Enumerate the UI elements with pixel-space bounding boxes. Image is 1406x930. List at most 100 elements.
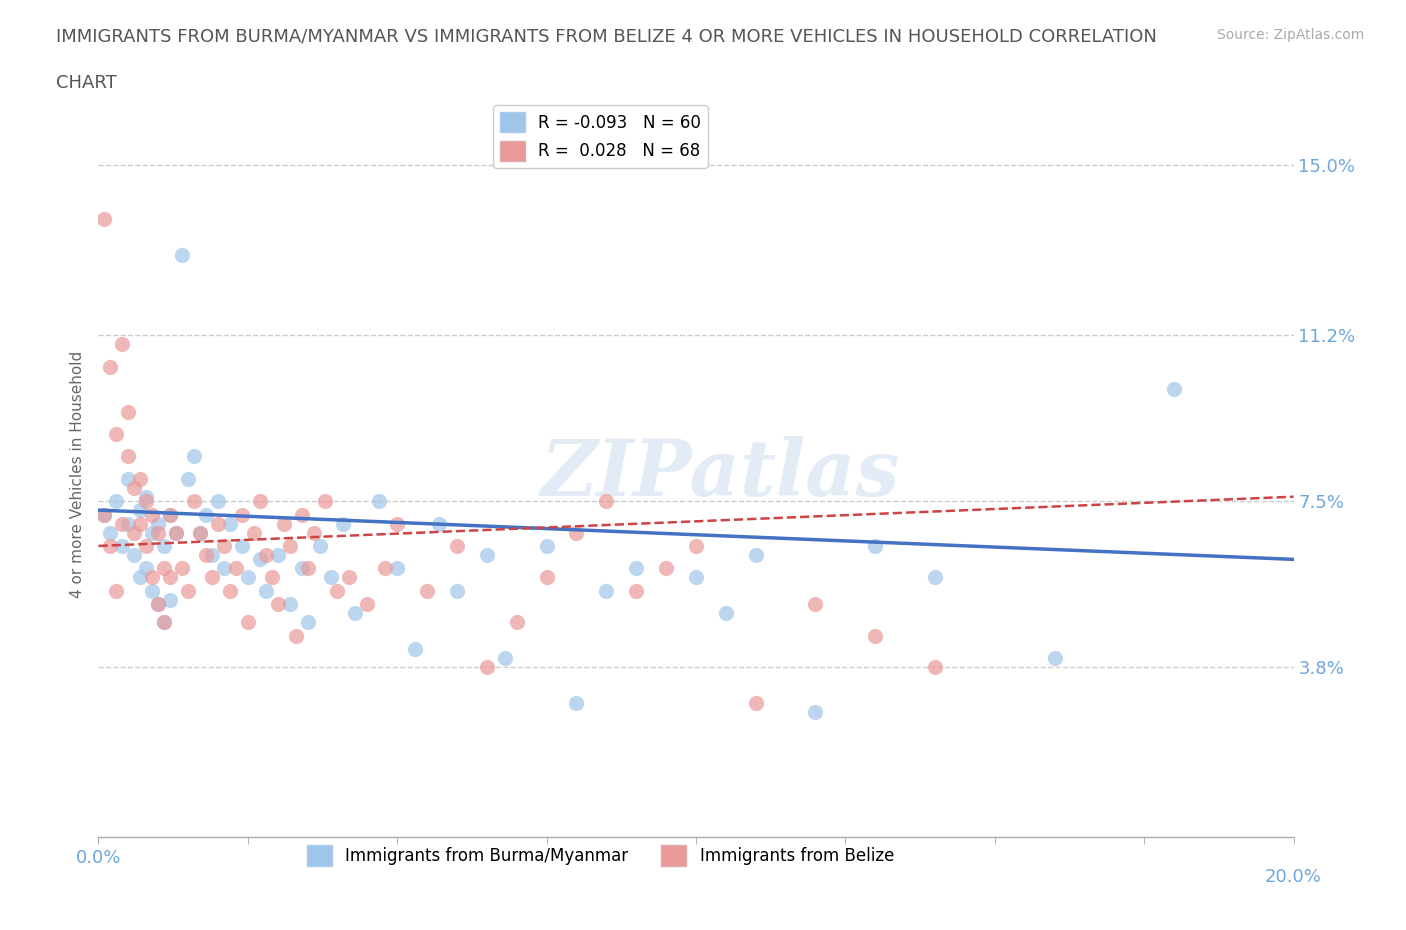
Point xyxy=(159,507,181,522)
Point xyxy=(278,597,301,612)
Point xyxy=(427,516,450,531)
Point xyxy=(685,538,707,553)
Point xyxy=(321,570,343,585)
Point xyxy=(536,570,558,585)
Point xyxy=(595,494,617,509)
Point xyxy=(385,561,409,576)
Point xyxy=(159,570,181,585)
Point xyxy=(273,516,295,531)
Point xyxy=(344,605,367,620)
Point xyxy=(105,583,128,598)
Point xyxy=(111,516,134,531)
Point xyxy=(404,642,426,657)
Point xyxy=(368,494,391,509)
Legend: Immigrants from Burma/Myanmar, Immigrants from Belize: Immigrants from Burma/Myanmar, Immigrant… xyxy=(299,839,901,872)
Point xyxy=(865,628,887,643)
Point xyxy=(207,494,229,509)
Point xyxy=(626,583,648,598)
Point xyxy=(339,570,361,585)
Point xyxy=(98,359,122,374)
Point xyxy=(129,472,152,486)
Point xyxy=(153,615,176,630)
Point xyxy=(745,696,768,711)
Point xyxy=(141,507,163,522)
Text: IMMIGRANTS FROM BURMA/MYANMAR VS IMMIGRANTS FROM BELIZE 4 OR MORE VEHICLES IN HO: IMMIGRANTS FROM BURMA/MYANMAR VS IMMIGRA… xyxy=(56,28,1157,46)
Point xyxy=(148,597,170,612)
Point xyxy=(231,538,253,553)
Point xyxy=(595,583,617,598)
Point xyxy=(374,561,396,576)
Point xyxy=(207,516,229,531)
Point xyxy=(254,548,277,563)
Point xyxy=(111,538,134,553)
Point xyxy=(153,561,176,576)
Point xyxy=(416,583,439,598)
Point xyxy=(124,480,146,495)
Point xyxy=(129,570,152,585)
Point xyxy=(98,525,122,540)
Point xyxy=(924,659,946,674)
Point xyxy=(195,507,218,522)
Text: Source: ZipAtlas.com: Source: ZipAtlas.com xyxy=(1216,28,1364,42)
Point xyxy=(153,538,176,553)
Point xyxy=(124,525,146,540)
Point xyxy=(332,516,354,531)
Point xyxy=(201,570,224,585)
Point xyxy=(536,538,558,553)
Point xyxy=(165,525,187,540)
Point xyxy=(685,570,707,585)
Point xyxy=(159,507,181,522)
Point xyxy=(565,696,588,711)
Text: CHART: CHART xyxy=(56,74,117,92)
Point xyxy=(93,507,115,522)
Point xyxy=(291,561,314,576)
Point xyxy=(129,516,152,531)
Point xyxy=(141,525,163,540)
Point xyxy=(117,405,139,419)
Point xyxy=(260,570,283,585)
Point xyxy=(117,472,139,486)
Point xyxy=(267,597,290,612)
Point xyxy=(865,538,887,553)
Point xyxy=(297,615,319,630)
Point xyxy=(172,247,194,262)
Point xyxy=(655,561,678,576)
Point xyxy=(475,548,498,563)
Point xyxy=(135,538,157,553)
Point xyxy=(385,516,409,531)
Point xyxy=(212,561,235,576)
Point xyxy=(284,628,307,643)
Point xyxy=(153,615,176,630)
Point xyxy=(236,615,259,630)
Point xyxy=(626,561,648,576)
Point xyxy=(183,449,205,464)
Point xyxy=(278,538,301,553)
Point xyxy=(446,538,468,553)
Point xyxy=(308,538,330,553)
Point xyxy=(315,494,337,509)
Point xyxy=(1163,382,1185,397)
Point xyxy=(93,212,115,227)
Point xyxy=(506,615,529,630)
Point xyxy=(148,597,170,612)
Point xyxy=(172,561,194,576)
Y-axis label: 4 or more Vehicles in Household: 4 or more Vehicles in Household xyxy=(69,351,84,598)
Point xyxy=(135,489,157,504)
Point xyxy=(243,525,266,540)
Point xyxy=(105,427,128,442)
Point xyxy=(745,548,768,563)
Point xyxy=(225,561,247,576)
Point xyxy=(267,548,290,563)
Point xyxy=(201,548,224,563)
Point xyxy=(129,503,152,518)
Point xyxy=(117,516,139,531)
Point xyxy=(565,525,588,540)
Point xyxy=(326,583,349,598)
Point xyxy=(249,494,271,509)
Point xyxy=(135,494,157,509)
Point xyxy=(141,583,163,598)
Point xyxy=(165,525,187,540)
Point xyxy=(924,570,946,585)
Point xyxy=(804,597,827,612)
Point xyxy=(302,525,325,540)
